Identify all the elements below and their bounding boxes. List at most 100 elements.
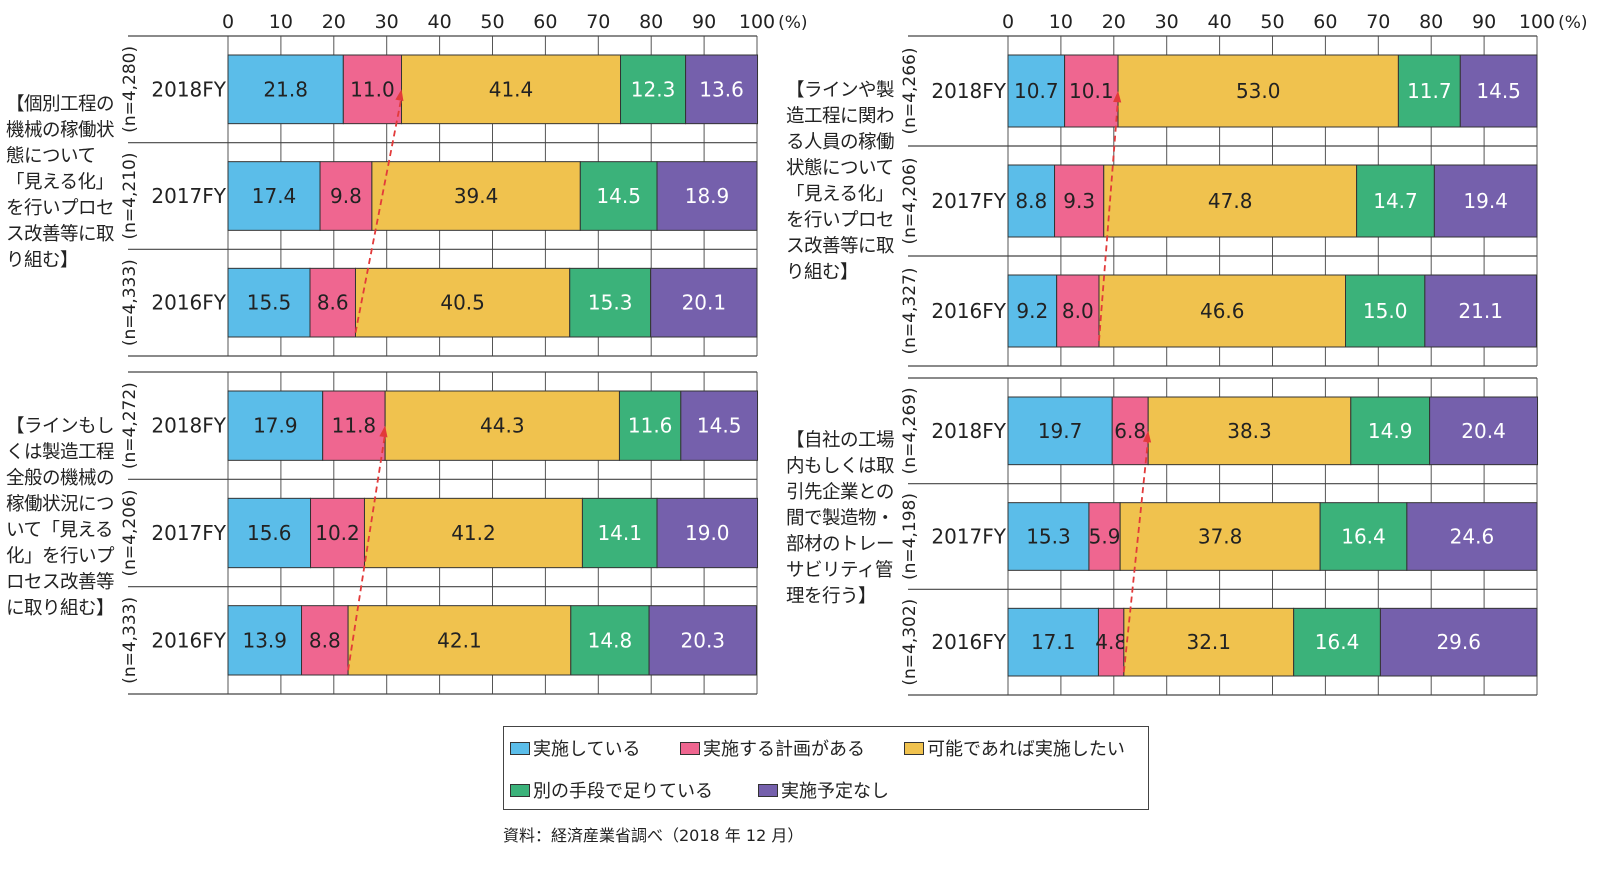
panel-title-4: 【自社の工場内もしくは取引先企業との間で製造物・部材のトレーサビリティ管理を行う… <box>786 430 895 607</box>
data-label: 14.5 <box>596 184 641 208</box>
legend-swatch <box>758 783 778 797</box>
data-label: 40.5 <box>440 291 485 315</box>
x-tick-label: 80 <box>639 11 663 33</box>
n-label: (n=4,269) <box>900 387 920 474</box>
x-tick-label: 20 <box>1102 11 1126 33</box>
data-label: 47.8 <box>1208 189 1253 213</box>
category-label: 2016FY <box>151 628 226 652</box>
bar-segment <box>1054 164 1105 238</box>
x-tick-label: 50 <box>480 11 504 33</box>
bar-segment <box>1111 396 1149 466</box>
data-label: 15.0 <box>1363 299 1408 323</box>
bar-segment <box>1119 502 1321 571</box>
bar-segment <box>309 267 356 338</box>
data-label: 38.3 <box>1227 419 1272 443</box>
x-tick-label: 40 <box>428 11 452 33</box>
bar-segment <box>319 161 373 231</box>
data-label: 8.8 <box>309 628 341 652</box>
bar-segment <box>1397 54 1461 128</box>
bar-segment <box>354 267 571 338</box>
bar-segment <box>579 161 658 231</box>
bar-segment <box>569 267 652 338</box>
legend-item-no-plan: 実施予定なし <box>758 777 889 803</box>
trend-arrowhead-icon <box>379 425 388 438</box>
data-label: 41.2 <box>451 521 496 545</box>
legend-item-want: 可能であれば実施したい <box>904 735 1125 761</box>
bar-segment <box>656 497 759 569</box>
bar-segment <box>1147 396 1352 466</box>
bar-segment <box>227 497 312 569</box>
legend-item-implementing: 実施している <box>510 735 640 761</box>
data-label: 13.6 <box>699 77 744 101</box>
bar-segment <box>581 497 658 569</box>
legend-swatch <box>510 741 530 755</box>
legend: 実施している 実施する計画がある 可能であれば実施したい 別の手段で足りている … <box>503 726 1149 810</box>
category-label: 2018FY <box>151 77 226 101</box>
n-label: (n=4,333) <box>120 259 140 346</box>
bar-segment <box>1459 54 1538 128</box>
x-tick-label: 80 <box>1419 11 1443 33</box>
data-label: 21.1 <box>1458 299 1503 323</box>
trend-arrowhead-icon <box>1113 91 1122 103</box>
data-label: 46.6 <box>1200 299 1245 323</box>
data-label: 8.0 <box>1062 299 1094 323</box>
bar-segment <box>322 390 386 461</box>
x-tick-label: 10 <box>269 11 293 33</box>
data-label: 19.7 <box>1038 419 1083 443</box>
data-label: 15.6 <box>247 521 292 545</box>
data-label: 16.4 <box>1315 630 1360 654</box>
category-label: 2017FY <box>931 525 1006 549</box>
bar-segment <box>363 497 583 569</box>
bar-segment <box>227 161 321 231</box>
x-tick-label: 60 <box>1313 11 1337 33</box>
bar-segment <box>1345 274 1426 348</box>
data-label: 14.5 <box>1476 79 1521 103</box>
data-label: 14.1 <box>597 521 642 545</box>
n-label: (n=4,333) <box>120 597 140 684</box>
bar-segment <box>227 390 324 461</box>
data-label: 53.0 <box>1236 79 1281 103</box>
data-label: 15.5 <box>247 291 292 315</box>
legend-swatch <box>510 783 530 797</box>
trend-arrowhead-icon <box>1142 430 1152 443</box>
bar-segment <box>1103 164 1358 238</box>
data-label: 41.4 <box>489 77 534 101</box>
legend-label: 可能であれば実施したい <box>927 739 1125 760</box>
bar-segment <box>1379 607 1538 677</box>
legend-item-other-means: 別の手段で足りている <box>510 777 713 803</box>
x-tick-label: 40 <box>1208 11 1232 33</box>
bar-segment <box>1007 396 1113 466</box>
category-label: 2018FY <box>931 419 1006 443</box>
legend-swatch <box>680 741 700 755</box>
n-label: (n=4,206) <box>120 490 140 577</box>
data-label: 12.3 <box>631 77 676 101</box>
data-label: 20.3 <box>681 628 726 652</box>
data-label: 4.8 <box>1095 630 1127 654</box>
bar-segment <box>650 267 758 338</box>
legend-item-planned: 実施する計画がある <box>680 735 865 761</box>
x-tick-label: 90 <box>692 11 716 33</box>
data-label: 15.3 <box>588 291 633 315</box>
category-label: 2016FY <box>931 299 1006 323</box>
x-tick-label: 0 <box>222 11 234 33</box>
data-label: 17.9 <box>253 414 298 438</box>
data-label: 11.7 <box>1407 79 1452 103</box>
bar-segment <box>227 54 344 125</box>
category-label: 2017FY <box>931 189 1006 213</box>
data-label: 10.7 <box>1014 79 1059 103</box>
data-label: 17.1 <box>1031 630 1076 654</box>
n-label: (n=4,198) <box>900 493 920 580</box>
x-unit-label: (%) <box>1558 13 1587 33</box>
data-label: 21.8 <box>263 77 308 101</box>
data-label: 10.1 <box>1069 79 1114 103</box>
data-label: 11.6 <box>628 414 673 438</box>
n-label: (n=4,272) <box>120 382 140 469</box>
legend-label: 実施する計画がある <box>703 739 865 760</box>
data-label: 32.1 <box>1186 630 1231 654</box>
bar-segment <box>1429 396 1539 466</box>
data-label: 15.3 <box>1026 525 1071 549</box>
category-label: 2017FY <box>151 184 226 208</box>
data-label: 17.4 <box>252 184 297 208</box>
bar-segment <box>1007 607 1099 677</box>
